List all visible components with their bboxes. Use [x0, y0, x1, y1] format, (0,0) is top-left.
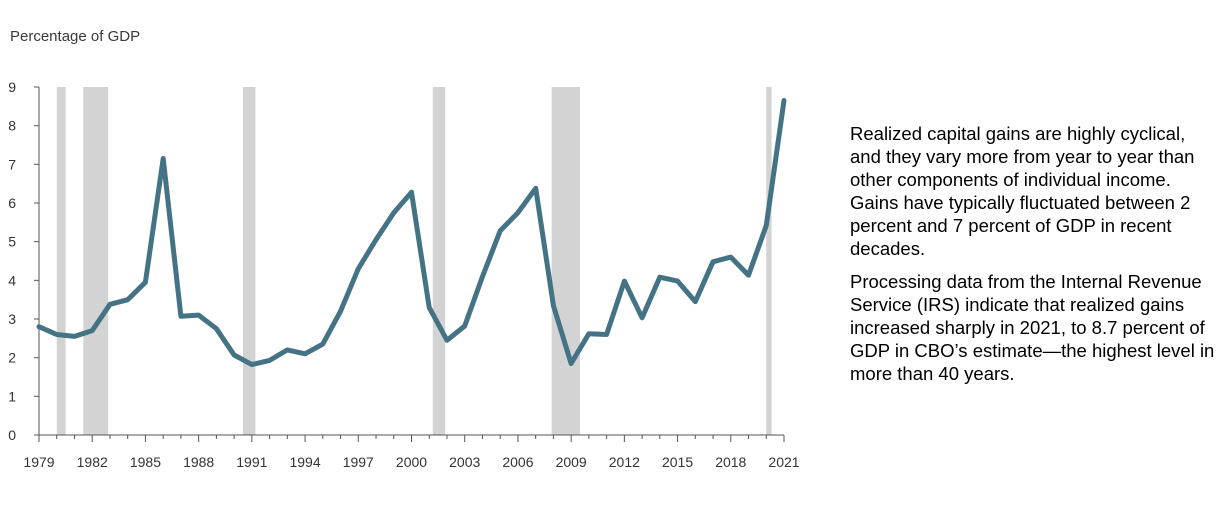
x-tick-label-1991: 1991	[236, 454, 267, 470]
commentary: Realized capital gains are highly cyclic…	[850, 122, 1215, 395]
series-line-1	[36, 98, 787, 368]
y-tick-label-4: 4	[8, 272, 16, 288]
y-tick-label-6: 6	[8, 195, 16, 211]
x-tick-label-2006: 2006	[502, 454, 533, 470]
y-tick-label-1: 1	[8, 388, 16, 404]
x-tick-label-2000: 2000	[396, 454, 427, 470]
recession-shading	[56, 87, 772, 435]
y-tick-label-0: 0	[8, 427, 16, 443]
y-tick-label-5: 5	[8, 234, 16, 250]
x-tick-label-1988: 1988	[183, 454, 214, 470]
x-tick-label-2015: 2015	[662, 454, 693, 470]
y-axis-label: Percentage of GDP	[10, 28, 141, 45]
y-tick-label-7: 7	[8, 156, 16, 172]
x-tick-label-2003: 2003	[449, 454, 480, 470]
y-tick-label-8: 8	[8, 118, 16, 134]
x-tick-label-2012: 2012	[609, 454, 640, 470]
line-chart: 0 1 2 3 4 5 6 7 8 9 1979 1982 1985 1988 1991 1994 1997 20…	[8, 79, 800, 470]
x-tick-label-2021: 2021	[768, 454, 799, 470]
y-tick-label-3: 3	[8, 311, 16, 327]
recession-bar-2	[83, 87, 109, 435]
commentary-paragraph-2: Processing data from the Internal Revenu…	[850, 271, 1215, 384]
commentary-paragraph-1: Realized capital gains are highly cyclic…	[850, 123, 1195, 259]
y-tick-label-9: 9	[8, 79, 16, 95]
recession-bar-1	[56, 87, 66, 435]
y-tick-label-2: 2	[8, 350, 16, 366]
axes: 0 1 2 3 4 5 6 7 8 9 1979 1982 1985 1988 1991 1994 1997 20…	[8, 79, 800, 470]
series-layer	[36, 98, 787, 368]
x-tick-label-1994: 1994	[289, 454, 320, 470]
x-tick-label-1982: 1982	[77, 454, 108, 470]
x-tick-label-1979: 1979	[23, 454, 54, 470]
x-tick-label-2009: 2009	[556, 454, 587, 470]
x-tick-label-1985: 1985	[130, 454, 161, 470]
recession-bar-6	[766, 87, 772, 435]
recession-bar-4	[432, 87, 446, 435]
recession-bar-5	[551, 87, 581, 435]
recession-bar-3	[242, 87, 256, 435]
x-tick-label-2018: 2018	[715, 454, 746, 470]
x-tick-label-1997: 1997	[343, 454, 374, 470]
